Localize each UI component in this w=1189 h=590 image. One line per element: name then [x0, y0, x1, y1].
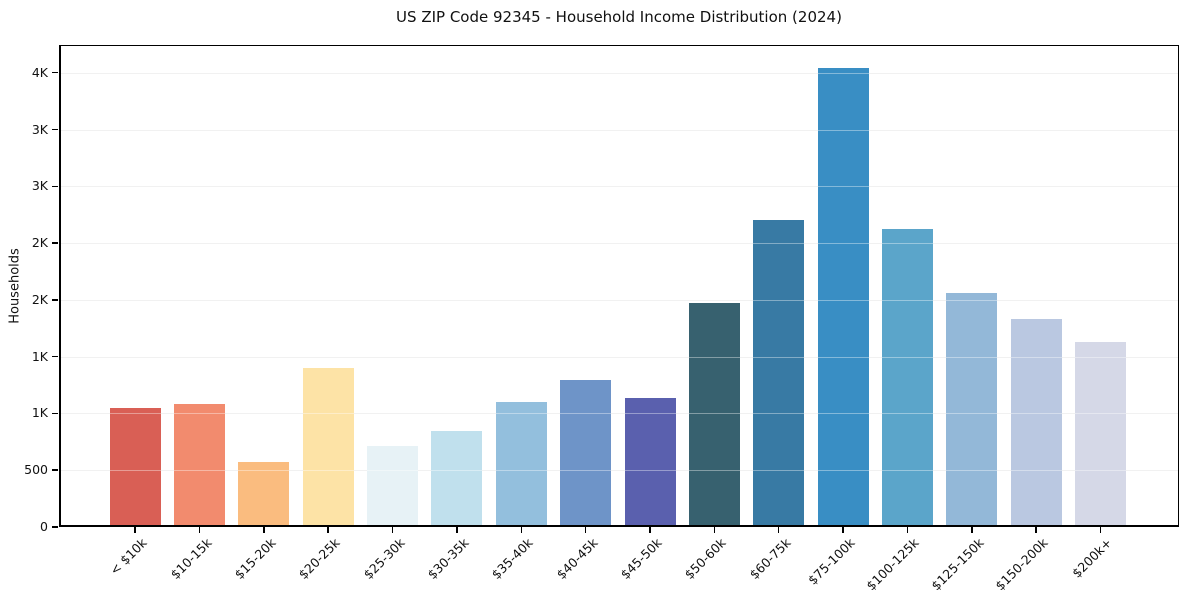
bar: [238, 461, 290, 527]
x-tick-label: $40-45k: [553, 535, 601, 583]
x-tick-label: $35-40k: [488, 535, 536, 583]
gridline-overlay: [59, 413, 1179, 415]
y-tick-mark: [52, 71, 58, 74]
plot-area: [59, 45, 1179, 527]
gridline: [59, 186, 1179, 188]
x-tick-label: $30-35k: [424, 535, 472, 583]
y-tick-label: 500: [24, 462, 48, 478]
bar: [1010, 319, 1062, 527]
x-tick-mark: [1035, 527, 1037, 533]
x-tick-label: $20-25k: [295, 535, 343, 583]
x-tick-label: $200k+: [1069, 535, 1115, 581]
bar: [495, 402, 547, 527]
y-tick-mark: [52, 469, 58, 471]
gridline: [59, 299, 1179, 301]
gridline: [59, 129, 1179, 131]
gridline-overlay: [59, 299, 1179, 301]
bar: [174, 403, 226, 527]
x-tick-mark: [327, 527, 329, 533]
bar: [431, 431, 483, 527]
x-tick-label: $60-75k: [746, 535, 794, 583]
x-tick-mark: [456, 527, 458, 533]
x-tick-label: $50-60k: [681, 535, 729, 583]
bar: [302, 368, 354, 527]
y-tick-mark: [52, 185, 58, 188]
y-tick-mark: [52, 299, 58, 301]
bar: [367, 446, 419, 527]
gridline: [59, 356, 1179, 358]
x-tick-mark: [584, 527, 587, 533]
y-tick-label: 1K: [31, 348, 48, 364]
x-tick-mark: [842, 527, 844, 533]
x-tick-mark: [649, 527, 651, 533]
x-tick-mark: [1099, 527, 1102, 533]
x-tick-label: $125-150k: [928, 535, 987, 590]
y-tick-mark: [52, 355, 58, 358]
gridline: [59, 413, 1179, 415]
gridline-overlay: [59, 470, 1179, 472]
gridline-overlay: [59, 72, 1179, 74]
bar: [946, 293, 998, 527]
x-tick-mark: [198, 527, 201, 533]
y-tick-label: 0: [40, 519, 48, 534]
x-tick-label: $45-50k: [617, 535, 665, 583]
x-tick-label: $100-125k: [863, 535, 922, 590]
chart-title: US ZIP Code 92345 - Household Income Dis…: [396, 8, 842, 26]
bar: [817, 68, 869, 527]
y-tick-mark: [52, 242, 58, 244]
x-tick-label: $75-100k: [804, 535, 858, 588]
gridline-overlay: [59, 243, 1179, 245]
y-axis-label: Households: [7, 248, 23, 324]
bar: [753, 220, 805, 527]
y-tick-mark: [52, 526, 58, 528]
gridline-overlay: [59, 186, 1179, 188]
gridline: [59, 470, 1179, 472]
x-tick-mark: [391, 527, 394, 533]
x-tick-mark: [713, 527, 716, 533]
x-tick-mark: [263, 527, 265, 533]
x-tick-mark: [971, 527, 973, 533]
gridline-overlay: [59, 356, 1179, 358]
y-tick-label: 3K: [31, 178, 48, 194]
x-tick-label: < $10k: [106, 535, 150, 578]
x-tick-label: $10-15k: [167, 535, 215, 583]
gridline: [59, 72, 1179, 74]
x-tick-mark: [520, 527, 523, 533]
y-tick-label: 2K: [31, 291, 48, 307]
y-tick-label: 3K: [31, 121, 48, 137]
bar: [109, 407, 161, 527]
bar: [624, 397, 676, 527]
x-tick-mark: [906, 527, 909, 533]
bar: [1074, 341, 1126, 527]
gridline: [59, 243, 1179, 245]
x-tick-label: $15-20k: [231, 535, 279, 583]
y-tick-label: 2K: [31, 235, 48, 251]
y-tick-mark: [52, 128, 58, 131]
bar: [881, 228, 933, 527]
x-tick-mark: [134, 527, 136, 533]
x-tick-label: $25-30k: [360, 535, 408, 583]
bar: [560, 379, 612, 527]
y-tick-label: 4K: [31, 64, 48, 80]
bar: [688, 302, 740, 527]
gridline-overlay: [59, 129, 1179, 131]
y-tick-mark: [52, 412, 58, 415]
y-tick-label: 1K: [31, 405, 48, 421]
x-tick-mark: [777, 527, 780, 533]
x-tick-label: $150-200k: [992, 535, 1051, 590]
